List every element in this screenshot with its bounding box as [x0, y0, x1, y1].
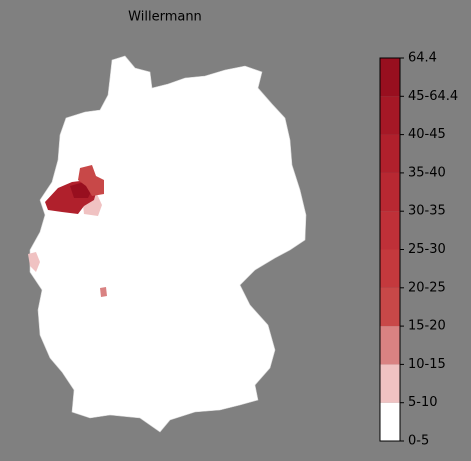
colorbar-label: 5-10	[408, 395, 438, 410]
country-outline	[29, 55, 307, 433]
colorbar-label: 15-20	[408, 319, 446, 334]
colorbar-label: 64.4	[408, 51, 437, 66]
colorbar-label: 45-64.4	[408, 89, 458, 104]
colorbar-segment	[380, 364, 400, 403]
colorbar-label: 10-15	[408, 357, 446, 372]
colorbar-segment	[380, 96, 400, 135]
map	[28, 55, 307, 433]
colorbar-label: 30-35	[408, 204, 446, 219]
colorbar-segment	[380, 58, 400, 97]
colorbar-label: 0-5	[408, 434, 429, 449]
colorbar-segment	[380, 211, 400, 250]
region	[78, 165, 104, 196]
map-title: Willermann	[128, 10, 202, 25]
colorbar-segment	[380, 134, 400, 173]
colorbar-segment	[380, 402, 400, 441]
colorbar-segment	[380, 287, 400, 327]
region	[100, 287, 107, 297]
colorbar-label: 35-40	[408, 165, 446, 180]
colorbar-label: 25-30	[408, 242, 446, 257]
region	[28, 252, 40, 272]
colorbar-label: 40-45	[408, 127, 446, 142]
colorbar-label: 20-25	[408, 280, 446, 295]
colorbar-segment	[380, 172, 400, 212]
colorbar: 0-5 5-10 10-15 15-20 20-25 25-30 30-35 35-40 40-…	[379, 51, 458, 449]
colorbar-segment	[380, 249, 400, 288]
colorbar-segment	[380, 326, 400, 365]
